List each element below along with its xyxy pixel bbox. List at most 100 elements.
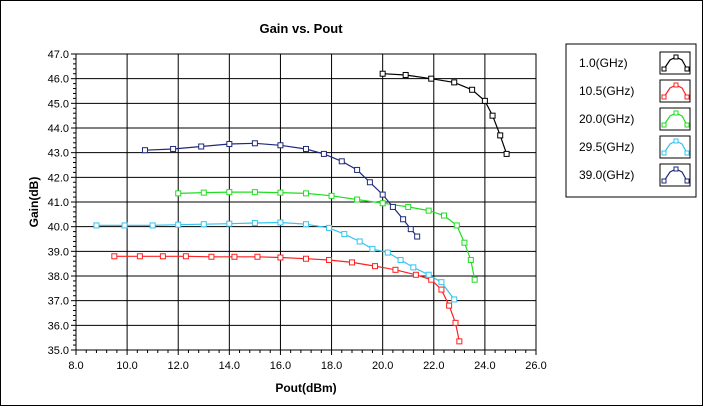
legend-swatch-marker xyxy=(685,179,689,183)
data-point-10-5-ghz xyxy=(453,320,458,325)
x-tick-label: 12.0 xyxy=(168,360,189,372)
y-axis-title: Gain(dB) xyxy=(27,177,41,228)
y-tick-label: 37.0 xyxy=(48,296,69,308)
data-point-39-0-ghz xyxy=(390,204,395,209)
data-point-10-5-ghz xyxy=(393,267,398,272)
data-point-20-0-ghz xyxy=(355,197,360,202)
legend-label-29-5-ghz: 29.5(GHz) xyxy=(579,140,634,154)
y-tick-label: 36.0 xyxy=(48,320,69,332)
data-point-1-0-ghz xyxy=(429,76,434,81)
legend-label-20-0-ghz: 20.0(GHz) xyxy=(579,112,634,126)
data-point-29-5-ghz xyxy=(201,222,206,227)
data-point-10-5-ghz xyxy=(447,303,452,308)
legend-swatch-marker xyxy=(662,95,666,99)
y-tick-label: 38.0 xyxy=(48,271,69,283)
data-point-10-5-ghz xyxy=(183,254,188,259)
data-point-20-0-ghz xyxy=(304,191,309,196)
data-point-29-5-ghz xyxy=(357,239,362,244)
data-point-29-5-ghz xyxy=(385,250,390,255)
data-point-10-5-ghz xyxy=(457,339,462,344)
series-line-20-0-ghz xyxy=(178,192,475,280)
data-point-29-5-ghz xyxy=(227,221,232,226)
data-point-1-0-ghz xyxy=(482,98,487,103)
data-point-29-5-ghz xyxy=(452,297,457,302)
data-point-39-0-ghz xyxy=(143,148,148,153)
data-point-20-0-ghz xyxy=(278,190,283,195)
data-point-10-5-ghz xyxy=(373,264,378,269)
x-tick-label: 18.0 xyxy=(321,360,342,372)
x-tick-label: 24.0 xyxy=(474,360,495,372)
x-tick-label: 10.0 xyxy=(116,360,137,372)
data-point-29-5-ghz xyxy=(342,232,347,237)
legend-swatch-marker xyxy=(685,151,689,155)
data-point-29-5-ghz xyxy=(150,223,155,228)
data-point-10-5-ghz xyxy=(160,254,165,259)
legend-swatch-marker xyxy=(685,123,689,127)
legend-swatch-marker xyxy=(662,67,666,71)
data-point-39-0-ghz xyxy=(380,192,385,197)
legend-swatch-marker xyxy=(674,139,678,143)
data-point-39-0-ghz xyxy=(227,142,232,147)
legend-swatch-marker xyxy=(674,167,678,171)
legend-swatch-marker xyxy=(674,55,678,59)
data-point-29-5-ghz xyxy=(278,220,283,225)
legend-swatch-marker xyxy=(685,95,689,99)
data-point-29-5-ghz xyxy=(176,222,181,227)
data-point-10-5-ghz xyxy=(137,254,142,259)
data-point-20-0-ghz xyxy=(380,201,385,206)
data-point-10-5-ghz xyxy=(304,256,309,261)
data-point-29-5-ghz xyxy=(411,265,416,270)
legend-swatch-marker xyxy=(662,179,666,183)
y-tick-label: 42.0 xyxy=(48,172,69,184)
x-tick-label: 26.0 xyxy=(525,360,546,372)
data-point-20-0-ghz xyxy=(227,190,232,195)
y-tick-label: 47.0 xyxy=(48,49,69,61)
y-tick-label: 45.0 xyxy=(48,98,69,110)
legend-swatch-marker xyxy=(674,111,678,115)
data-point-39-0-ghz xyxy=(278,143,283,148)
series-line-10-5-ghz xyxy=(114,256,459,341)
x-tick-label: 22.0 xyxy=(423,360,444,372)
legend: 1.0(GHz) 10.5(GHz) 20.0(GHz) 29.5(GHz) 39.0(… xyxy=(566,44,696,197)
data-point-20-0-ghz xyxy=(442,213,447,218)
data-point-29-5-ghz xyxy=(122,223,127,228)
data-point-20-0-ghz xyxy=(426,208,431,213)
data-point-20-0-ghz xyxy=(468,257,473,262)
data-point-1-0-ghz xyxy=(498,133,503,138)
legend-swatch-marker xyxy=(685,67,689,71)
data-point-39-0-ghz xyxy=(415,234,420,239)
data-point-29-5-ghz xyxy=(398,257,403,262)
data-point-1-0-ghz xyxy=(490,113,495,118)
data-point-29-5-ghz xyxy=(327,225,332,230)
data-point-10-5-ghz xyxy=(278,255,283,260)
data-point-39-0-ghz xyxy=(355,167,360,172)
data-point-29-5-ghz xyxy=(426,272,431,277)
data-point-29-5-ghz xyxy=(304,222,309,227)
data-point-29-5-ghz xyxy=(94,223,99,228)
data-point-20-0-ghz xyxy=(462,240,467,245)
data-point-10-5-ghz xyxy=(327,257,332,262)
x-tick-label: 14.0 xyxy=(219,360,240,372)
data-point-10-5-ghz xyxy=(413,272,418,277)
legend-swatch-marker xyxy=(662,151,666,155)
data-point-1-0-ghz xyxy=(403,72,408,77)
data-point-39-0-ghz xyxy=(252,141,257,146)
y-tick-label: 43.0 xyxy=(48,148,69,160)
y-tick-label: 39.0 xyxy=(48,246,69,258)
data-point-1-0-ghz xyxy=(452,80,457,85)
data-point-29-5-ghz xyxy=(370,246,375,251)
grid-lines xyxy=(76,54,536,350)
y-tick-label: 44.0 xyxy=(48,123,69,135)
x-axis-title: Pout(dBm) xyxy=(275,381,336,395)
data-point-39-0-ghz xyxy=(171,146,176,151)
data-point-20-0-ghz xyxy=(329,193,334,198)
data-point-1-0-ghz xyxy=(470,87,475,92)
data-point-20-0-ghz xyxy=(406,204,411,209)
series-line-1-0-ghz xyxy=(383,74,507,154)
data-point-39-0-ghz xyxy=(199,144,204,149)
data-point-10-5-ghz xyxy=(439,287,444,292)
data-point-20-0-ghz xyxy=(454,223,459,228)
x-tick-label: 8.0 xyxy=(68,360,83,372)
data-point-10-5-ghz xyxy=(209,254,214,259)
